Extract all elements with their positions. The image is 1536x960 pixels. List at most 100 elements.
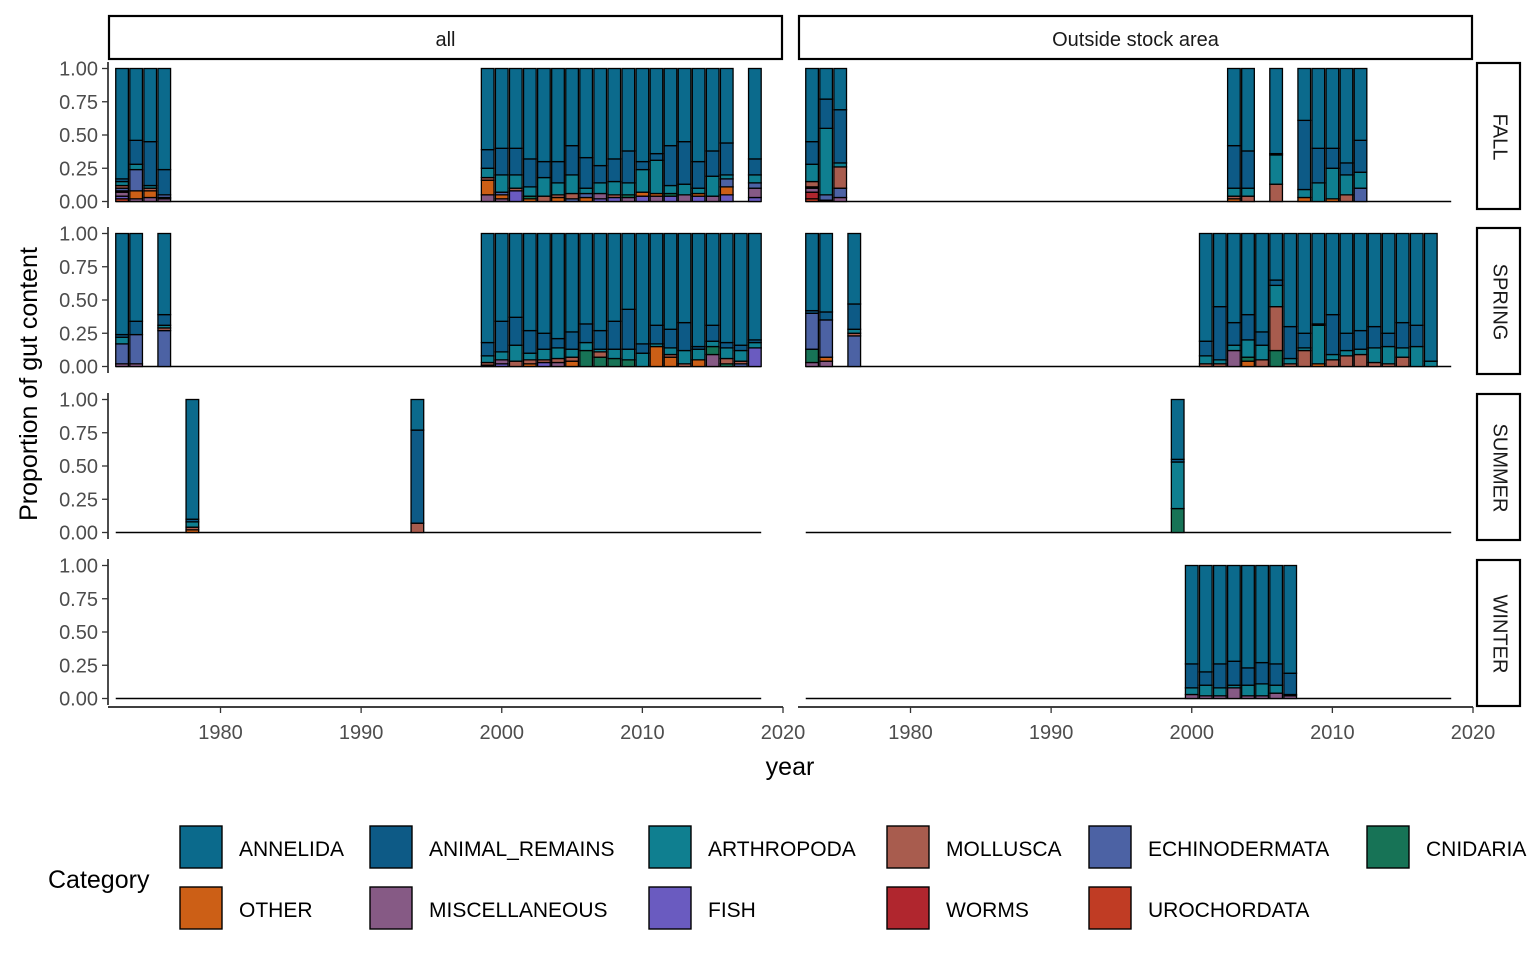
bar-segment-2012-arthropoda: [1353, 348, 1368, 356]
bar-segment-2016-mollusca: [719, 357, 734, 365]
bar-2006: [579, 232, 594, 368]
bar-segment-2000-arthropoda: [1184, 687, 1199, 696]
bar-segment-1973-arthropoda: [805, 163, 820, 183]
bar-segment-2014-arthropoda: [691, 348, 706, 361]
bar-2005: [565, 232, 580, 368]
bar-1978: [185, 398, 200, 534]
bar-segment-1973-mollusca: [805, 180, 820, 188]
bar-2012: [663, 232, 678, 368]
legend-item-echinodermata: ECHINODERMATA: [1088, 825, 1329, 869]
bar-2017: [733, 232, 748, 368]
legend-swatch-animal-remains: [369, 825, 413, 869]
y-tick-label: 0.75: [59, 257, 98, 279]
bar-segment-1976-animal-remains: [847, 303, 862, 330]
bar-segment-2004-annelida: [1241, 67, 1255, 152]
bar-2004: [1241, 67, 1255, 203]
panel-outside-stock-area-spring: [805, 232, 1452, 368]
bar-segment-2002-annelida: [1212, 564, 1227, 665]
bar-segment-2006-arthropoda: [1269, 684, 1284, 694]
bar-segment-2004-animal-remains: [1241, 150, 1255, 189]
bar-segment-2014-arthropoda: [691, 187, 706, 195]
bar-segment-2003-miscellaneous: [1226, 687, 1241, 700]
panel-all-spring: [115, 232, 762, 368]
legend-swatch-other: [179, 886, 223, 930]
bar-segment-2017-animal-remains: [733, 344, 748, 352]
bar-segment-2006-arthropoda: [579, 341, 594, 352]
bar-2014: [691, 232, 706, 368]
bar-segment-2011-animal-remains: [649, 152, 664, 161]
bar-segment-2008-animal-remains: [607, 320, 622, 350]
bar-segment-2009-annelida: [621, 67, 636, 152]
bar-segment-2011-mollusca: [1339, 355, 1354, 368]
bar-2014: [691, 67, 706, 203]
bar-segment-2002-annelida: [522, 67, 537, 160]
bar-segment-2000-annelida: [494, 67, 509, 149]
bar-segment-2001-fish: [508, 190, 523, 203]
bar-segment-2002-animal-remains: [522, 329, 537, 354]
y-tick-label: 0.50: [59, 622, 98, 644]
bar-segment-2012-echinodermata: [1353, 187, 1368, 203]
bar-segment-2004-animal-remains: [1241, 667, 1255, 686]
bar-2016: [719, 232, 734, 368]
bar-segment-2015-cnidaria: [705, 345, 720, 356]
bar-segment-2005-arthropoda: [565, 174, 580, 195]
bar-segment-2010-annelida: [635, 232, 650, 345]
bar-segment-2002-arthropoda: [522, 186, 537, 197]
bar-1994: [410, 398, 425, 534]
bar-2012: [663, 67, 678, 203]
bar-2007: [1283, 232, 1298, 368]
bar-2007: [593, 232, 608, 368]
bar-2015: [705, 232, 720, 368]
bar-segment-2008-annelida: [1297, 232, 1312, 334]
bar-segment-2000-arthropoda: [494, 351, 509, 361]
bar-segment-2005-animal-remains: [1255, 661, 1270, 685]
bar-segment-2004-annelida: [1241, 232, 1255, 316]
bar-segment-2013-animal-remains: [1367, 325, 1382, 349]
bar-segment-2016-animal-remains: [719, 142, 734, 176]
bar-segment-2016-arthropoda: [1409, 345, 1424, 368]
bar-segment-2003-animal-remains: [536, 332, 551, 350]
bar-segment-2006-arthropoda: [579, 187, 594, 195]
legend-swatch-urochordata: [1088, 886, 1132, 930]
bar-segment-2014-arthropoda: [1381, 345, 1396, 365]
bar-segment-2002-animal-remains: [1212, 305, 1227, 361]
bar-segment-2009-arthropoda: [1311, 324, 1326, 365]
bar-segment-2007-annelida: [593, 67, 608, 167]
bar-1974: [819, 67, 834, 203]
bar-segment-1974-echinodermata: [819, 194, 834, 201]
legend-item-annelida: ANNELIDA: [179, 825, 344, 869]
bar-segment-2010-arthropoda: [1325, 167, 1340, 200]
bar-segment-2010-animal-remains: [635, 160, 650, 171]
bar-segment-2016-echinodermata: [719, 178, 734, 188]
bar-segment-2003-animal-remains: [1226, 660, 1241, 686]
bar-segment-2004-arthropoda: [551, 182, 565, 196]
bar-segment-1999-arthropoda: [1170, 461, 1185, 510]
bar-segment-1973-worms: [805, 191, 820, 200]
bar-segment-1976-animal-remains: [157, 313, 172, 326]
bar-2011: [1339, 67, 1354, 203]
bar-segment-2003-annelida: [536, 232, 551, 334]
bar-segment-2007-animal-remains: [593, 164, 608, 184]
bar-segment-2016-other: [719, 186, 734, 196]
bar-segment-2018-miscellaneous: [747, 187, 762, 199]
bar-segment-2009-annelida: [1311, 232, 1326, 325]
bar-2007: [593, 67, 608, 203]
bar-segment-2003-arthropoda: [1226, 344, 1241, 352]
bar-segment-2015-animal-remains: [1395, 321, 1410, 349]
bar-segment-2003-annelida: [1226, 67, 1241, 147]
bar-segment-2017-arthropoda: [733, 349, 748, 362]
legend-item-miscellaneous: MISCELLANEOUS: [369, 886, 608, 930]
legend-swatch-echinodermata: [1088, 825, 1132, 869]
y-tick-label: 0.25: [59, 323, 98, 345]
bar-1976: [157, 232, 172, 368]
bar-segment-2006-animal-remains: [1269, 279, 1284, 287]
bar-segment-2003-animal-remains: [1226, 144, 1241, 189]
y-tick-label: 0.25: [59, 158, 98, 180]
legend-item-fish: FISH: [648, 886, 756, 930]
bar-segment-2011-arthropoda: [1339, 349, 1354, 357]
bar-segment-2012-mollusca: [1353, 353, 1368, 368]
bar-2000: [494, 67, 509, 203]
bar-segment-2004-arthropoda: [1241, 187, 1255, 197]
bar-1975: [833, 67, 848, 203]
bar-segment-2012-other: [663, 356, 678, 368]
